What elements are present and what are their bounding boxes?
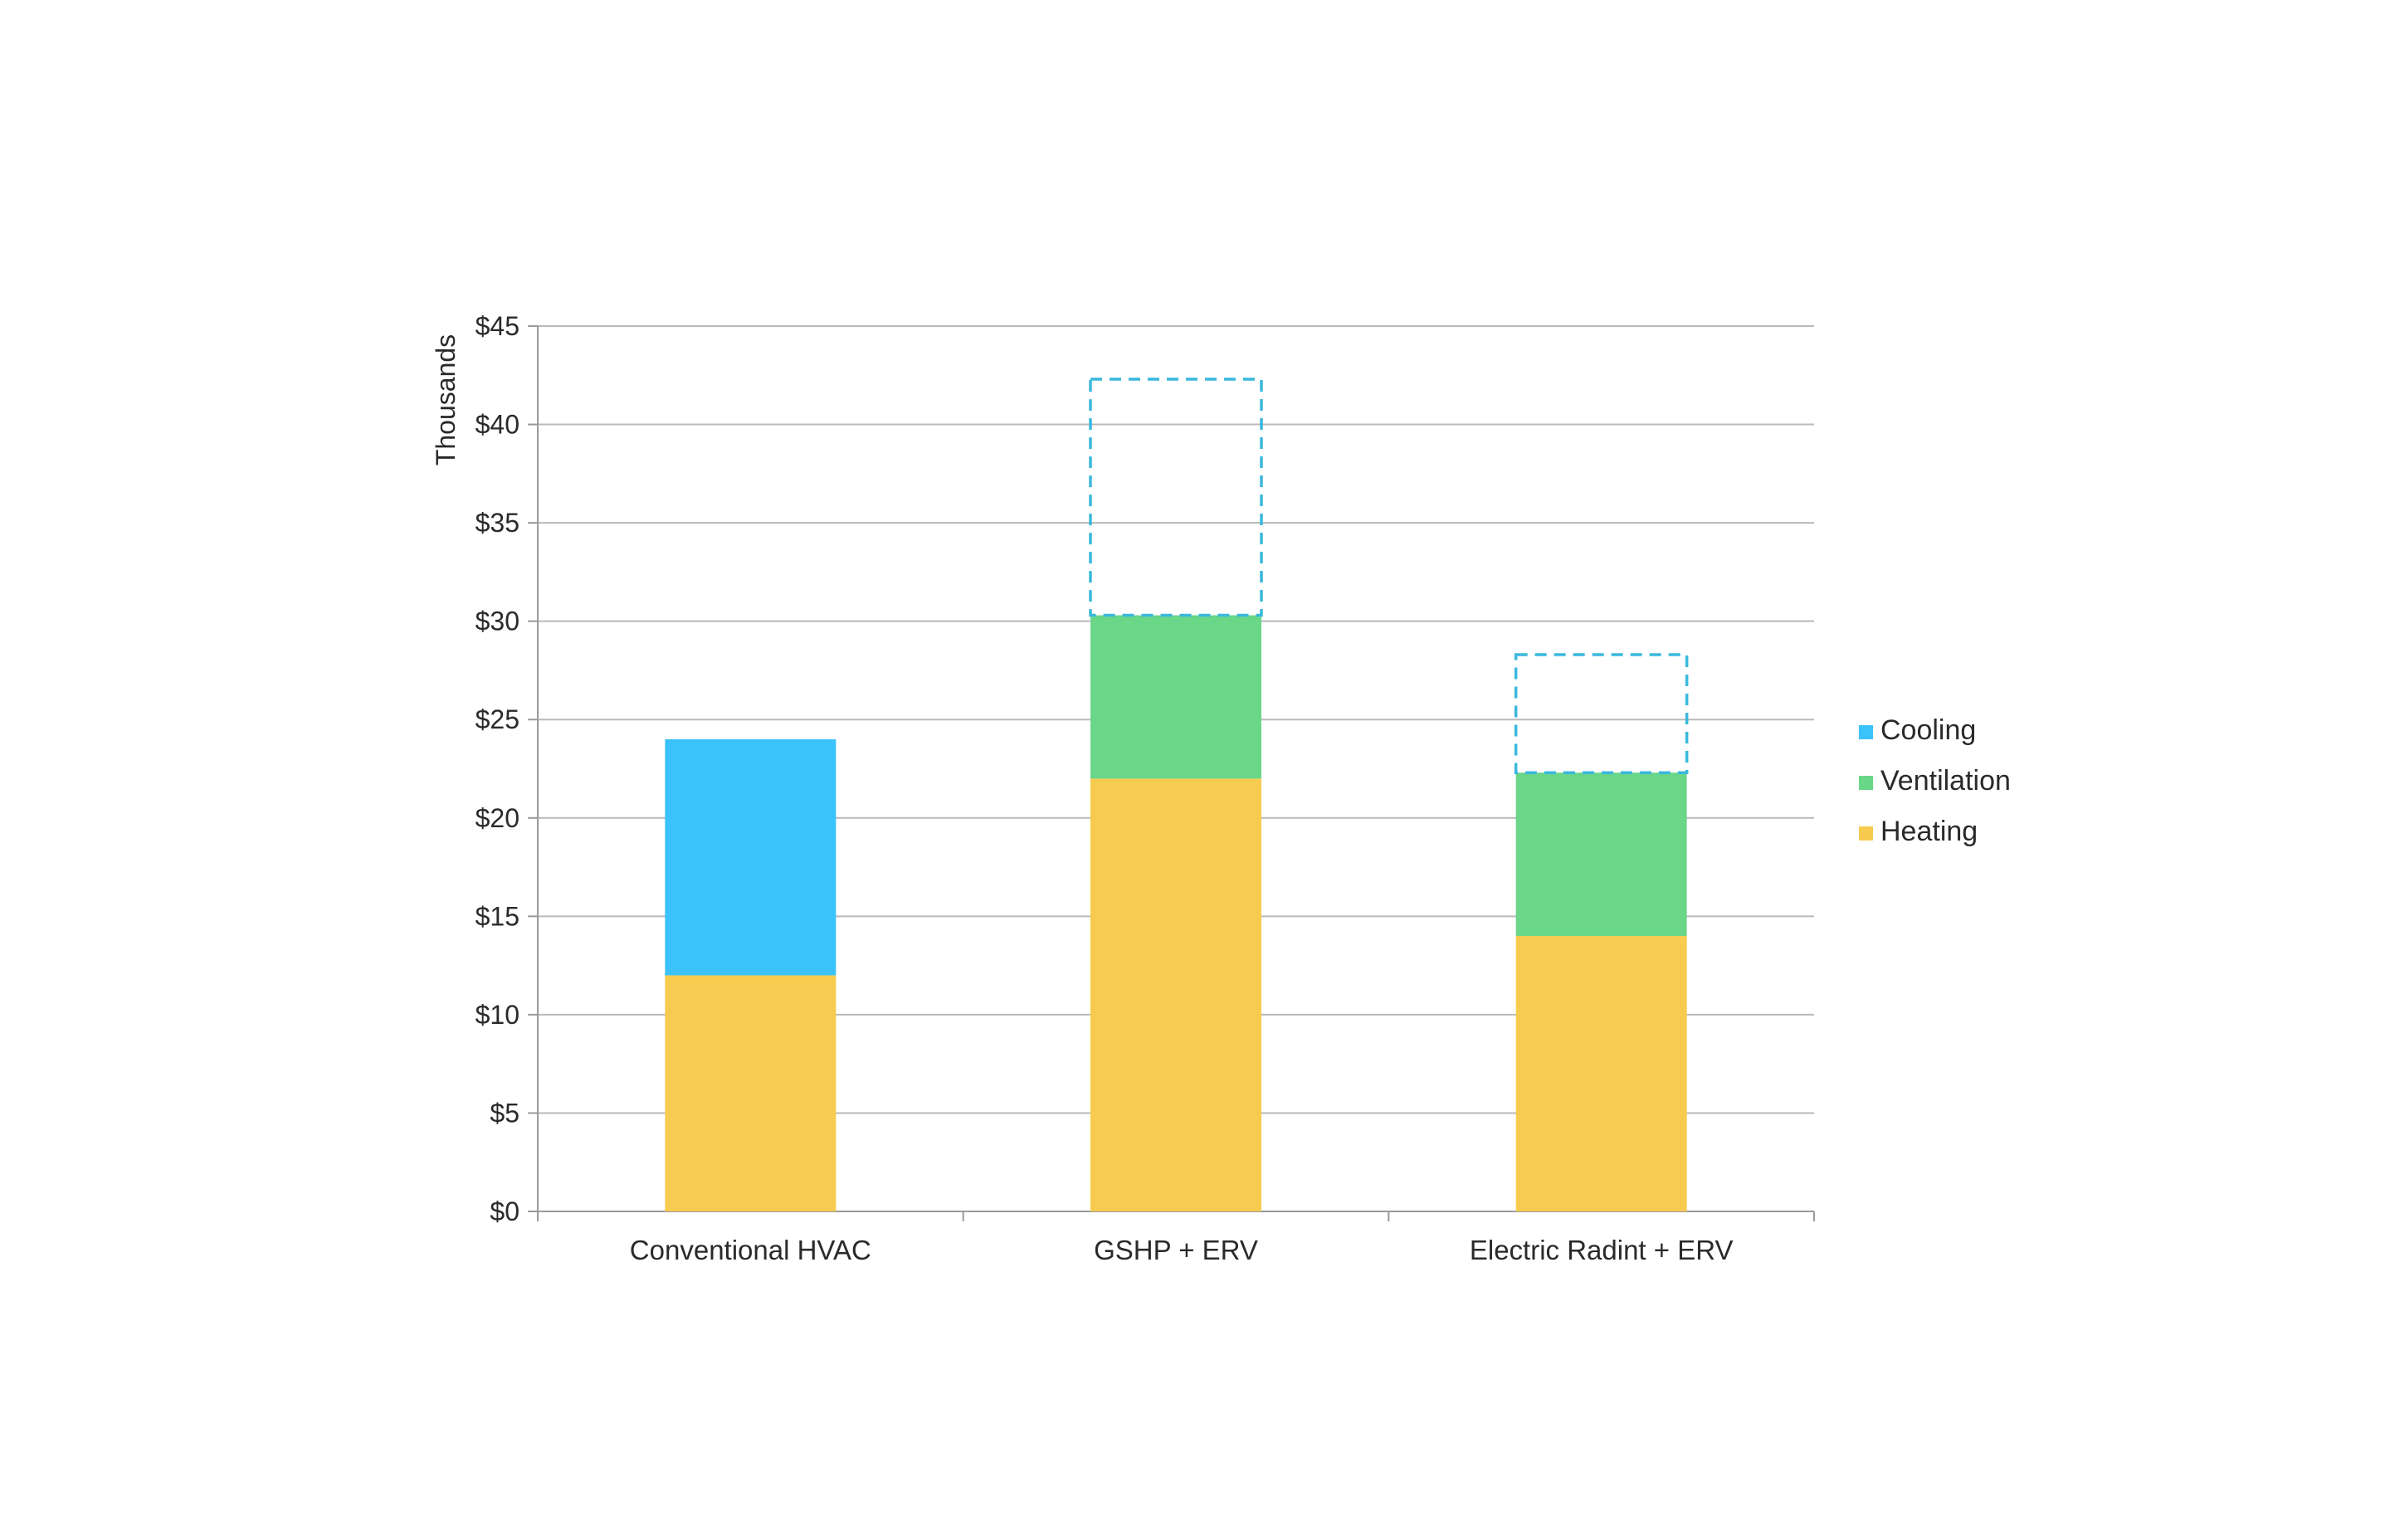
- y-tick-label: $45: [476, 311, 519, 341]
- dashed-extension-box: [1514, 653, 1689, 774]
- legend-item-ventilation: Ventilation: [1859, 765, 2011, 797]
- y-tick-label: $20: [476, 803, 519, 833]
- y-tick-label: $30: [476, 607, 519, 636]
- bar-heating: [1515, 936, 1687, 1211]
- bar-heating: [1090, 778, 1261, 1211]
- y-tick-label: $15: [476, 901, 519, 931]
- legend-item-heating: Heating: [1859, 816, 1978, 847]
- bar-ventilation: [1090, 615, 1261, 779]
- legend-label: Cooling: [1880, 714, 1976, 746]
- legend-item-cooling: Cooling: [1859, 714, 1976, 746]
- bar-heating: [665, 975, 836, 1211]
- legend-swatch: [1859, 776, 1873, 790]
- x-tick-label: Conventional HVAC: [630, 1235, 871, 1265]
- y-tick-label: $35: [476, 508, 519, 538]
- y-tick-label: $10: [476, 1000, 519, 1030]
- dashed-extension-box: [1089, 378, 1263, 617]
- y-axis-label: Thousands: [431, 334, 461, 465]
- y-tick-label: $0: [490, 1196, 519, 1226]
- x-tick-label: Electric Radint + ERV: [1470, 1235, 1734, 1265]
- legend: Cooling Ventilation Heating: [1859, 714, 2011, 847]
- legend-swatch: [1859, 826, 1873, 841]
- x-tick-label: GSHP + ERV: [1094, 1235, 1258, 1265]
- tick-labels: $0 $5 $10 $15 $20 $25 $30 $35 $40 $45 Conventional…: [476, 311, 1734, 1265]
- dashed-extensions: [1089, 378, 1689, 774]
- y-tick-label: $5: [490, 1098, 519, 1128]
- y-tick-label: $40: [476, 410, 519, 440]
- legend-label: Heating: [1880, 816, 1978, 847]
- bar-cooling: [665, 738, 836, 976]
- y-tick-label: $25: [476, 704, 519, 734]
- legend-swatch: [1859, 725, 1873, 739]
- bars: [665, 615, 1687, 1211]
- bar-ventilation: [1515, 772, 1687, 937]
- legend-label: Ventilation: [1880, 765, 2011, 797]
